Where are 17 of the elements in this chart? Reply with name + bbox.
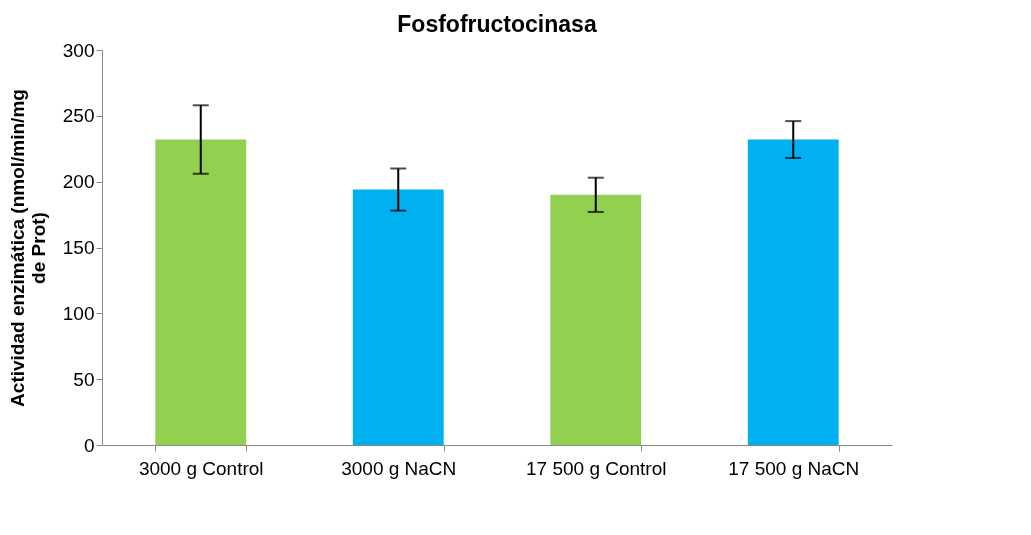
x-tick-label: 3000 g NaCN (341, 457, 457, 479)
x-tick-label: 17 500 g Control (526, 457, 667, 479)
bar (550, 194, 642, 445)
y-tick-label: 0 (83, 434, 95, 456)
y-tick-label: 100 (62, 302, 95, 324)
x-tick-label: 3000 g Control (138, 457, 264, 479)
bar (747, 139, 839, 445)
y-tick-label: 200 (62, 171, 95, 193)
y-tick-label: 50 (73, 368, 95, 390)
bar (352, 189, 444, 445)
x-tick-label: 17 500 g NaCN (728, 457, 860, 479)
y-tick-label: 300 (62, 39, 95, 61)
y-axis-title: Actividad enzimática (nmol/min/mg de Prot) (6, 89, 49, 407)
y-tick-label: 150 (62, 237, 95, 258)
y-tick-label: 250 (62, 105, 95, 127)
chart-title: Fosfofructocinasa (397, 11, 597, 37)
bar (155, 139, 247, 445)
